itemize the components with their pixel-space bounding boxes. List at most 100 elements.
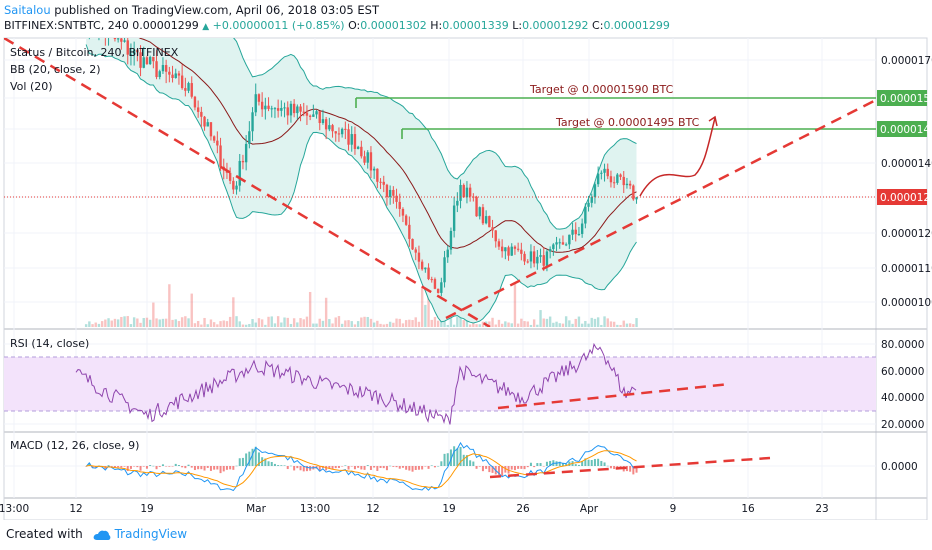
candle-body — [193, 96, 197, 108]
candle-body — [376, 168, 379, 182]
macd-bar — [216, 466, 219, 470]
macd-bar — [257, 452, 260, 466]
volume-bar — [545, 318, 549, 327]
candle-body — [596, 173, 600, 185]
volume-bar — [580, 323, 584, 327]
volume-bar — [491, 317, 494, 327]
volume-bar — [481, 321, 485, 327]
price-axis[interactable]: 0.00001700 0.00001400 0.00001200 0.00001… — [881, 55, 932, 309]
macd-trendline[interactable] — [489, 456, 771, 479]
candle-body — [344, 128, 347, 130]
volume-bar — [532, 319, 536, 327]
candle-body — [424, 267, 427, 270]
projection-curve[interactable] — [639, 117, 716, 197]
candle-body — [500, 246, 504, 252]
macd-bar — [529, 462, 532, 466]
candle-body — [238, 160, 241, 186]
candle-body — [475, 196, 478, 217]
volume-bar — [187, 318, 190, 327]
candle-body — [286, 107, 289, 116]
volume-bar — [171, 319, 174, 327]
volume-bar — [174, 319, 177, 327]
macd-bar — [110, 466, 113, 467]
macd-bar — [286, 466, 289, 470]
volume-bar — [94, 322, 97, 327]
time-tick: Apr — [580, 503, 599, 515]
volume-bar — [222, 320, 225, 327]
macd-bar — [158, 466, 161, 467]
candle-body — [408, 224, 411, 239]
volume-bar — [408, 319, 411, 327]
tradingview-brand-link[interactable]: TradingView — [114, 527, 188, 541]
volume-bar — [180, 317, 184, 327]
price-badge-1590: 0.00001590 — [880, 93, 932, 105]
volume-bar — [564, 316, 568, 327]
volume-bar — [619, 324, 622, 327]
macd-bar — [280, 465, 283, 466]
candle-body — [273, 108, 277, 110]
candle-body — [123, 40, 126, 42]
macd-bar — [206, 466, 209, 468]
candle-body — [532, 251, 536, 264]
volume-bar — [132, 317, 136, 327]
candle-body — [340, 128, 344, 135]
volume-bar — [206, 324, 209, 327]
macd-bar — [574, 464, 577, 466]
volume-bar — [465, 316, 469, 327]
candle-body — [542, 255, 545, 266]
volume-bars — [84, 281, 638, 327]
descending-trendline[interactable] — [4, 38, 491, 327]
time-tick: 12 — [69, 503, 82, 515]
volume-bar — [369, 318, 373, 327]
volume-bar — [510, 323, 513, 327]
macd-bar — [523, 466, 526, 470]
macd-bar — [126, 466, 129, 472]
rsi-trendline[interactable] — [497, 382, 731, 410]
macd-bar — [417, 466, 420, 470]
chart-canvas[interactable]: Target @ 0.00001590 BTC Target @ 0.00001… — [0, 34, 932, 520]
volume-bar — [430, 319, 433, 327]
macd-bar — [113, 466, 116, 468]
candle-body — [414, 249, 417, 253]
author-link[interactable]: Saitalou — [4, 3, 51, 17]
macd-bar — [136, 466, 139, 468]
rsi-tick: 20.0000 — [881, 419, 924, 431]
candle-body — [235, 185, 238, 190]
candle-body — [401, 208, 405, 216]
volume-bar — [100, 321, 104, 327]
candle-body — [411, 238, 414, 250]
rsi-axis[interactable]: 80.0000 60.0000 40.0000 20.0000 — [881, 339, 924, 431]
close-value: 0.00001299 — [603, 19, 670, 32]
candle-body — [264, 105, 267, 110]
bollinger-basis — [138, 38, 637, 253]
macd-bar — [264, 458, 267, 466]
macd-bar — [472, 461, 475, 466]
candle-body — [603, 168, 606, 173]
macd-bar — [334, 466, 337, 469]
volume-bar — [276, 316, 280, 327]
legend-vol: Vol (20) — [10, 80, 53, 93]
ascending-trendline[interactable] — [445, 98, 876, 320]
candle-body — [308, 115, 312, 117]
volume-bar — [238, 321, 241, 327]
candle-body — [443, 257, 446, 283]
volume-bar — [366, 316, 369, 327]
volume-bar — [459, 316, 462, 327]
candle-body — [216, 140, 219, 146]
volume-bar — [260, 319, 264, 327]
candle-body — [504, 247, 507, 252]
volume-bar — [596, 317, 600, 327]
candle-body — [171, 74, 174, 78]
candle-body — [228, 172, 232, 181]
volume-bar — [542, 318, 545, 327]
macd-bar — [187, 464, 190, 466]
time-axis[interactable]: 13:00 12 19 Mar 13:00 12 19 26 Apr 9 16 … — [0, 503, 829, 515]
candle-body — [174, 73, 177, 78]
macd-bar — [209, 466, 212, 471]
macd-bar — [245, 453, 248, 466]
low-label: L: — [512, 19, 523, 32]
price-tick: 0.00001000 — [881, 297, 932, 309]
macd-bar — [462, 454, 465, 466]
candle-body — [584, 206, 587, 224]
candle-body — [168, 71, 171, 75]
